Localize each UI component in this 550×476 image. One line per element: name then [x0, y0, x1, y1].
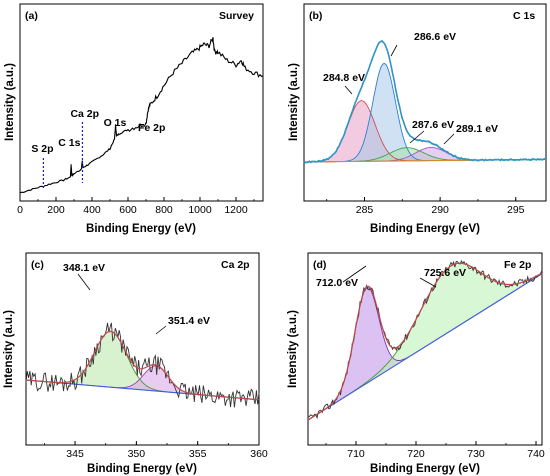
- panel-b-title: C 1s: [513, 10, 535, 22]
- survey-peak-label: Fe 2p: [138, 122, 165, 134]
- panel-a-title: Survey: [219, 10, 254, 22]
- panel-d-title: Fe 2p: [504, 259, 531, 271]
- panel-b-peak-label: 284.8 eV: [323, 72, 365, 84]
- panel-d-xtick-label: 710: [347, 448, 365, 460]
- panel-b-xtick-label: 290: [431, 204, 449, 216]
- panel-c-xtick-label: 350: [128, 448, 146, 460]
- panel-a-xlabel: Binding Energy (eV): [86, 223, 196, 235]
- panel-a-xtick-label: 1200: [224, 204, 248, 216]
- panel-b-xlabel: Binding Energy (eV): [370, 223, 480, 235]
- panel-d-xtick-label: 730: [467, 448, 485, 460]
- panel-d-xlabel: Binding Energy (eV): [370, 463, 480, 475]
- panel-d-raw-data: [307, 260, 543, 420]
- panel-d-peak-label: 712.0 eV: [316, 277, 358, 289]
- panel-a: (a) Survey 0 200 400 600 800 1000 1200 S 2p C 1…: [4, 3, 264, 235]
- panel-c-xlabel: Binding Energy (eV): [87, 463, 197, 475]
- panel-b: (b) C 1s 285 290 295 284.8 eV 286.6 eV 287.6…: [288, 3, 547, 235]
- panel-d-frame: [307, 252, 543, 446]
- panel-c-raw-data: [25, 322, 260, 408]
- panel-c-xtick-label: 345: [66, 448, 84, 460]
- panel-c-xtick-label: 360: [250, 448, 268, 460]
- panel-b-peak-label: 286.6 eV: [414, 31, 456, 43]
- panel-c-frame: [25, 252, 260, 446]
- panel-b-frame: [303, 3, 547, 202]
- panel-c-label: (c): [31, 259, 44, 271]
- panel-b-leader: [409, 130, 425, 144]
- panel-d-xtick-label: 740: [527, 448, 545, 460]
- panel-b-leader: [443, 133, 455, 145]
- panel-d-xtick-label: 720: [407, 448, 425, 460]
- panel-a-ylabel: Intensity (a.u.): [4, 63, 16, 141]
- panel-b-leader: [344, 85, 353, 95]
- panel-c-peak-label: 348.1 eV: [63, 262, 105, 274]
- panel-b-peak-label: 289.1 eV: [456, 123, 498, 135]
- panel-c-xtick-label: 355: [189, 448, 207, 460]
- panel-d-leader: [342, 265, 367, 283]
- panel-d-envelope: [307, 262, 543, 421]
- panel-b-envelope: [304, 40, 546, 163]
- panel-c-leader: [77, 273, 91, 291]
- survey-peak-label: O 1s: [104, 117, 127, 129]
- survey-spectrum-line: [19, 37, 264, 194]
- panel-a-xtick-label: 600: [119, 204, 137, 216]
- panel-d-leader: [419, 277, 437, 288]
- panel-b-ylabel: Intensity (a.u.): [288, 63, 300, 141]
- panel-b-leader: [390, 44, 398, 57]
- panel-c-peak-fill: [26, 331, 259, 400]
- panel-b-xtick-label: 295: [507, 204, 525, 216]
- panel-c-leader: [155, 325, 167, 335]
- survey-peak-label: S 2p: [31, 143, 53, 155]
- panel-c-ylabel: Intensity (a.u.): [3, 310, 15, 388]
- panel-a-frame: [19, 3, 264, 202]
- panel-d-peak-fill: [308, 263, 542, 420]
- panel-a-xtick-label: 1000: [188, 204, 212, 216]
- survey-peak-label: Ca 2p: [70, 108, 99, 120]
- panel-d-ylabel: Intensity (a.u.): [287, 310, 299, 388]
- survey-peak-label: C 1s: [58, 137, 80, 149]
- panel-c-title: Ca 2p: [221, 259, 250, 271]
- panel-a-xtick-label: 0: [17, 204, 23, 216]
- panel-d-baseline: [307, 273, 543, 421]
- panel-b-xtick-label: 285: [356, 204, 374, 216]
- panel-b-peak-label: 287.6 eV: [412, 119, 454, 131]
- panel-a-xtick-label: 800: [155, 204, 173, 216]
- panel-c-peak-label: 351.4 eV: [168, 315, 210, 327]
- panel-a-label: (a): [25, 10, 38, 22]
- panel-a-xtick-label: 200: [47, 204, 65, 216]
- panel-d-label: (d): [313, 259, 326, 271]
- panel-b-label: (b): [309, 10, 322, 22]
- panel-b-peak-fill: [304, 147, 546, 162]
- panel-a-xtick-label: 400: [83, 204, 101, 216]
- panel-c-envelope: [25, 330, 260, 401]
- panel-d-peak-label: 725.6 eV: [424, 267, 466, 279]
